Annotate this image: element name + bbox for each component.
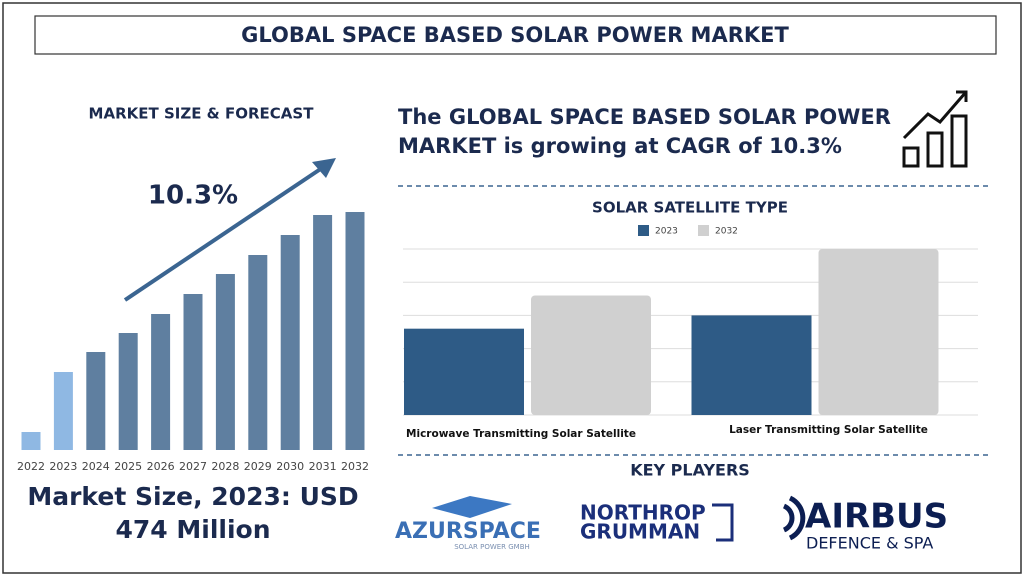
- logo-tagline: SOLAR POWER GMBH: [454, 543, 530, 551]
- market-size: 474 Million: [115, 515, 270, 544]
- x-tick-label: 2032: [341, 460, 369, 473]
- bar: [183, 294, 203, 450]
- logo-mark: [712, 503, 734, 542]
- page-title: GLOBAL SPACE BASED SOLAR POWER MARKET: [241, 23, 789, 47]
- logo-text: NORTHROP: [580, 501, 706, 525]
- x-tick-label: 2027: [179, 460, 207, 473]
- bar: [345, 212, 365, 450]
- headline: MARKET is growing at CAGR of 10.3%: [398, 134, 842, 158]
- bar: [691, 315, 812, 415]
- x-tick-label: 2026: [147, 460, 175, 473]
- bar: [280, 235, 300, 450]
- x-tick-label: 2031: [309, 460, 337, 473]
- cagr-annotation: 10.3%: [148, 181, 238, 211]
- headline: The GLOBAL SPACE BASED SOLAR POWER: [398, 105, 891, 129]
- market-size: Market Size, 2023: USD: [27, 482, 358, 511]
- growth-arrow: [123, 166, 324, 302]
- x-tick-label: 2028: [211, 460, 239, 473]
- growth-icon: [902, 90, 968, 168]
- x-tick-label: 2030: [276, 460, 304, 473]
- logo-text: AIRBUS: [805, 497, 948, 537]
- bar: [151, 314, 171, 450]
- bar: [53, 372, 73, 450]
- chart-title: MARKET SIZE & FORECAST: [89, 105, 315, 123]
- logo-mark: [432, 496, 512, 518]
- logo-tagline: DEFENCE & SPA: [806, 534, 933, 553]
- legend-swatch: [638, 225, 649, 236]
- legend-label: 2032: [715, 227, 738, 237]
- bar: [313, 215, 333, 450]
- section-title: KEY PLAYERS: [630, 461, 750, 480]
- x-tick-label: Laser Transmitting Solar Satellite: [729, 424, 928, 436]
- x-tick-label: 2022: [17, 460, 45, 473]
- x-tick-label: 2024: [82, 460, 110, 473]
- legend-label: 2023: [655, 227, 678, 237]
- logo-northrop: NORTHROP GRUMMAN: [580, 501, 734, 544]
- bar: [531, 295, 651, 415]
- arrow-head: [312, 158, 336, 178]
- bar: [118, 333, 138, 450]
- bar: [215, 274, 235, 450]
- legend-swatch: [698, 225, 709, 236]
- bar: [404, 328, 524, 415]
- x-tick-label: 2029: [244, 460, 272, 473]
- logo-text: AZURSPACE: [395, 519, 541, 544]
- bar: [248, 255, 268, 450]
- x-tick-label: 2023: [49, 460, 77, 473]
- logo-tagline: GRUMMAN: [580, 520, 700, 544]
- bar: [818, 249, 939, 415]
- title-box: [34, 15, 997, 55]
- bar: [21, 432, 41, 450]
- logo-azurspace: AZURSPACE SOLAR POWER GMBH: [395, 496, 541, 551]
- logo-airbus: AIRBUS DEFENCE & SPA: [782, 495, 948, 553]
- logo-mark: [782, 495, 806, 541]
- chart-title: SOLAR SATELLITE TYPE: [592, 199, 788, 217]
- x-tick-label: 2025: [114, 460, 142, 473]
- x-tick-label: Microwave Transmitting Solar Satellite: [406, 428, 636, 440]
- bar: [86, 352, 106, 450]
